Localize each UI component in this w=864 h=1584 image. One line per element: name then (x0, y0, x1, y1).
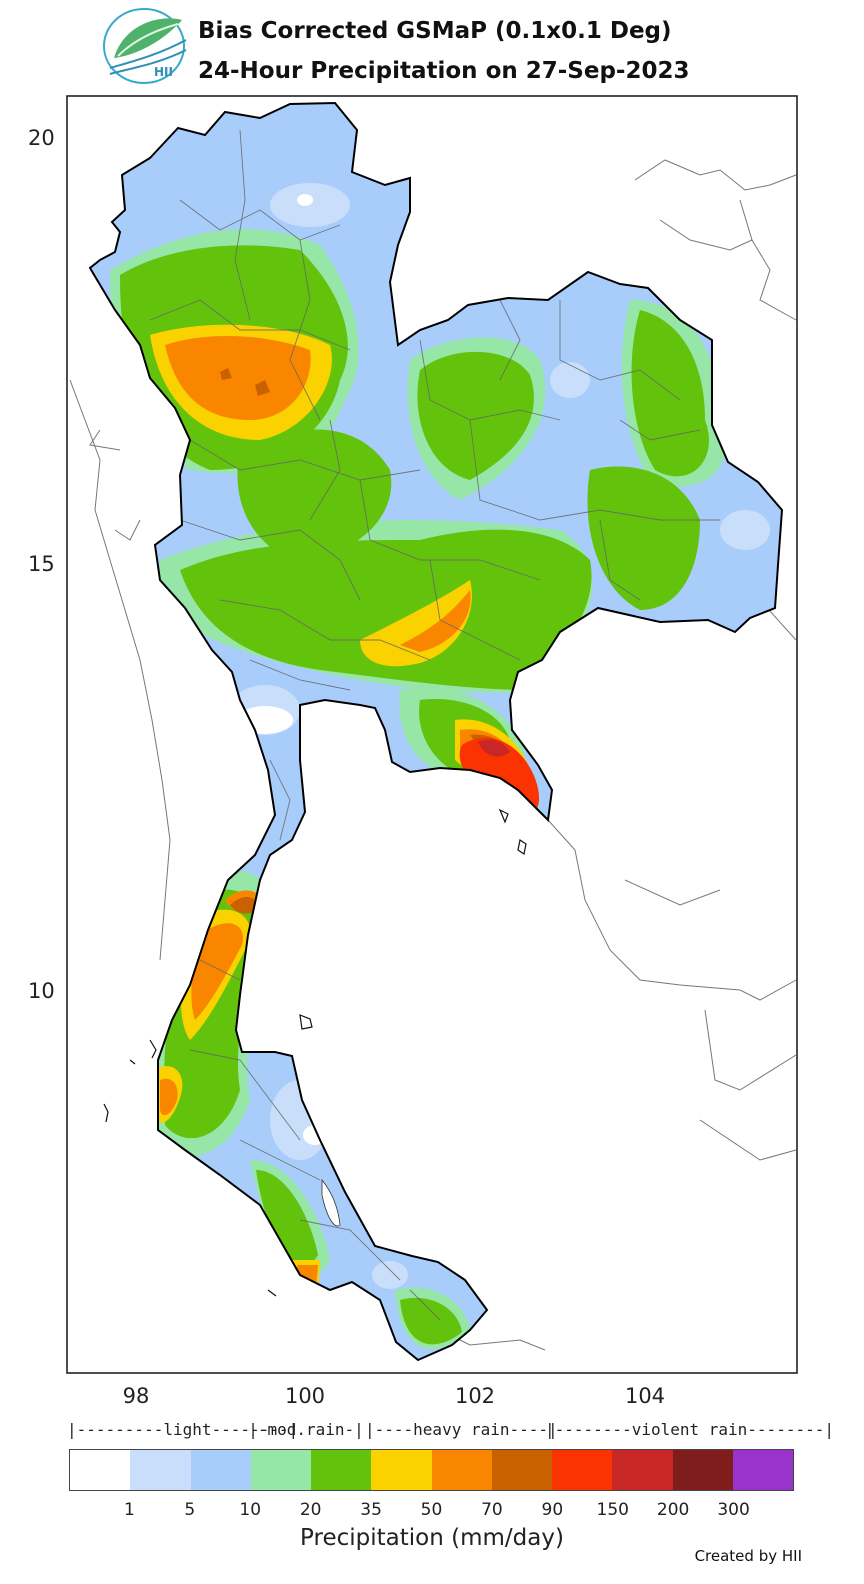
thailand-outline (88, 101, 784, 1362)
legend-swatch-9 (612, 1450, 673, 1490)
map-frame (66, 95, 798, 1374)
legend-tick-70: 70 (481, 1500, 503, 1520)
legend-category-row: |---------light--------| |-mod.rain-| |-… (67, 1420, 834, 1444)
legend-swatch-1 (130, 1450, 191, 1490)
lat-label-20: 20 (28, 126, 55, 150)
legend-tick-150: 150 (596, 1500, 629, 1520)
legend-tick-20: 20 (299, 1500, 322, 1520)
legend-cat-mod-rain: |-mod.rain-| (248, 1420, 364, 1439)
legend-swatch-4 (311, 1450, 372, 1490)
legend-swatch-7 (491, 1450, 552, 1490)
title-line-1: Bias Corrected GSMaP (0.1x0.1 Deg) (198, 18, 672, 44)
legend-cat-violent-rain: |--------violent rain--------| (545, 1420, 834, 1439)
legend-tick-5: 5 (184, 1500, 196, 1520)
lon-label-104: 104 (624, 1384, 666, 1408)
lon-label-98: 98 (122, 1384, 150, 1408)
legend-swatch-6 (431, 1450, 492, 1490)
legend-colorbar (69, 1449, 794, 1491)
legend-tick-10: 10 (239, 1500, 262, 1520)
legend-tick-200: 200 (656, 1500, 690, 1520)
legend-tick-90: 90 (541, 1500, 564, 1520)
legend-cat-light: |---------light--------| (67, 1420, 299, 1439)
legend-tick-1: 1 (123, 1500, 135, 1520)
lon-label-102: 102 (454, 1384, 496, 1408)
legend-cat-heavy-rain: |----heavy rain----| (365, 1420, 558, 1439)
lon-label-100: 100 (284, 1384, 326, 1408)
legend-swatch-10 (672, 1450, 733, 1490)
legend-swatch-3 (250, 1450, 311, 1490)
title-line-2: 24-Hour Precipitation on 27-Sep-2023 (198, 58, 690, 84)
legend-swatch-5 (371, 1450, 432, 1490)
credit-text: Created by HII (694, 1547, 802, 1565)
lat-label-10: 10 (28, 979, 55, 1003)
legend-units-label: Precipitation (mm/day) (300, 1525, 564, 1551)
legend-swatch-11 (732, 1450, 793, 1490)
lat-label-15: 15 (28, 552, 55, 576)
svg-text:HII: HII (154, 65, 173, 79)
legend-tick-35: 35 (360, 1500, 382, 1520)
legend-swatch-2 (190, 1450, 251, 1490)
legend-tick-50: 50 (420, 1500, 443, 1520)
hii-logo: HII (103, 8, 187, 84)
legend-swatch-8 (552, 1450, 613, 1490)
legend-tick-300: 300 (717, 1500, 750, 1520)
legend-swatch-0 (70, 1450, 131, 1490)
